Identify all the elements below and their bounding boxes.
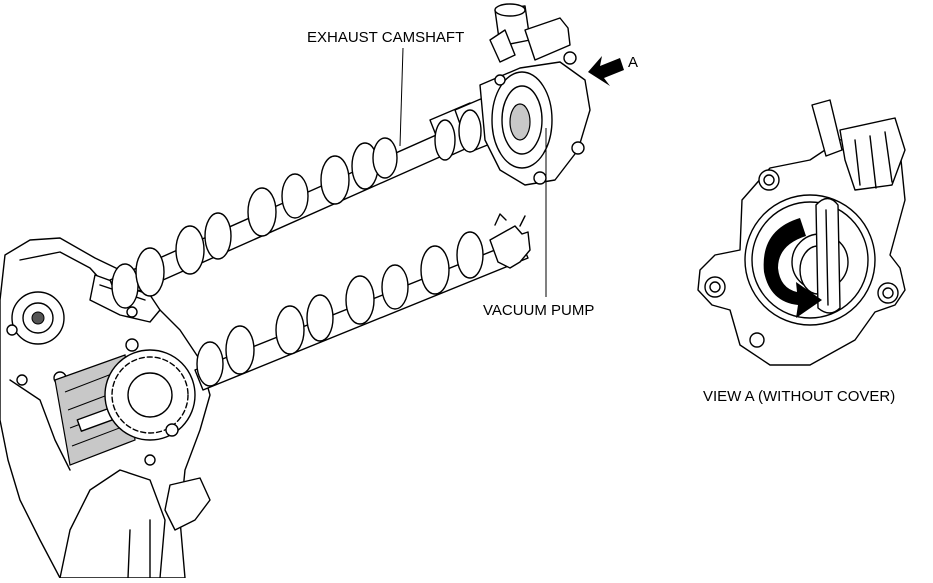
view-a-pump-detail [697,99,906,366]
view-a-arrow [588,56,624,86]
exhaust-camshaft-label: EXHAUST CAMSHAFT [307,29,465,46]
exhaust-camshaft [109,94,506,309]
vacuum-pump [479,3,591,186]
view-a-arrow-label: A [628,54,639,71]
exhaust-camshaft-leader [399,47,404,147]
timing-chain-cover [0,237,211,579]
view-a-caption: VIEW A (WITHOUT COVER) [703,388,896,405]
vacuum-pump-label: VACUUM PUMP [483,302,595,319]
intake-camshaft [194,213,531,391]
